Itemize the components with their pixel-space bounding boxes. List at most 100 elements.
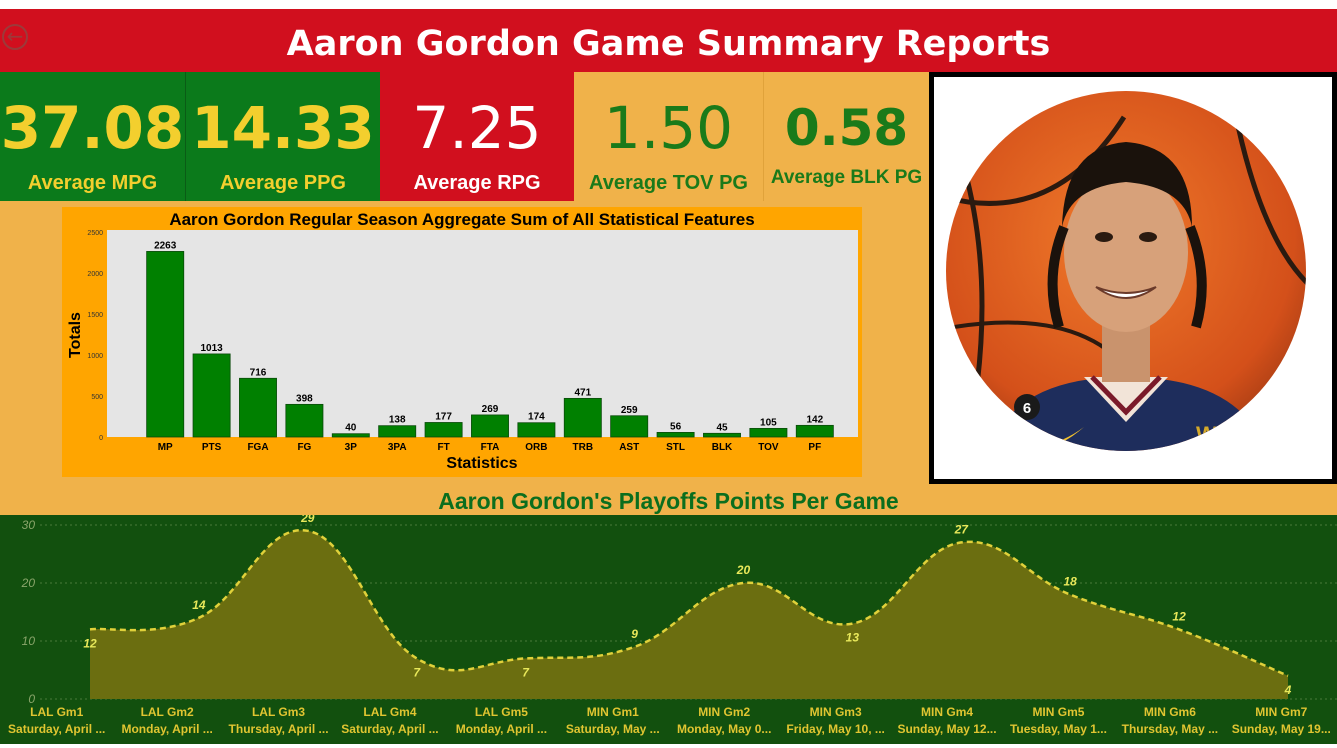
bar-chart[interactable]: Aaron Gordon Regular Season Aggregate Su… [62,207,862,477]
bar-fga[interactable] [239,377,277,438]
area-series-line[interactable] [89,529,1289,677]
area-data-label: 20 [736,563,751,577]
bar-trb[interactable] [563,397,602,438]
kpi-card-rpg: 7.25 Average RPG [380,72,574,201]
area-data-label: 4 [1284,683,1292,697]
bar-blk[interactable] [703,432,741,438]
area-ytick-label: 20 [21,576,36,590]
kpi-card-tov: 1.50 Average TOV PG [574,72,764,201]
area-date-label: Tuesday, May 1... [1010,722,1107,736]
bar-category-label: BLK [712,442,733,453]
bar-data-label: 105 [760,417,777,428]
area-ytick-label: 30 [22,518,36,532]
player-photo-frame: 6 WL [929,72,1337,484]
bar-ast[interactable] [610,415,649,438]
area-chart[interactable]: 0 10 20 30 12 14 29 7 7 9 20 13 27 18 12 4 LAL Gm1 Satu… [0,511,1337,744]
area-category-label: LAL Gm2 [141,705,194,719]
bar-data-label: 45 [716,422,728,433]
bar-category-label: 3PA [388,442,407,453]
jersey-number: 6 [1023,400,1031,417]
area-date-label: Sunday, May 12... [897,722,996,736]
area-date-label: Thursday, April ... [229,722,329,736]
area-date-label: Sunday, May 19... [1232,722,1331,736]
bar-fta[interactable] [471,414,509,438]
bar-data-label: 142 [806,414,823,425]
kpi-card-mpg: 37.08 Average MPG [0,72,186,201]
area-data-label: 9 [631,627,638,641]
bar-category-label: 3P [345,442,358,453]
area-data-label: 7 [522,665,530,679]
bar-category-label: FT [437,442,449,453]
kpi-tov-label: Average TOV PG [589,172,748,194]
bar-category-label: FTA [481,442,500,453]
bar-chart-xlabel: Statistics [446,455,517,472]
bar-data-label: 40 [345,423,357,434]
area-category-label: MIN Gm7 [1255,705,1307,719]
area-data-label: 12 [1172,609,1186,623]
bar-category-label: ORB [525,442,547,453]
kpi-blk-label: Average BLK PG [770,167,923,188]
area-category-label: LAL Gm1 [30,705,83,719]
kpi-blk-value: 0.58 [784,99,909,157]
area-data-label: 12 [83,636,97,650]
arrow-left-icon[interactable]: ← [2,24,28,50]
bar-ytick-label: 0 [99,435,103,442]
page-title: Aaron Gordon Game Summary Reports [286,24,1051,64]
area-date-label: Monday, May 0... [677,722,771,736]
area-data-label: 14 [192,598,206,612]
bar-category-label: PTS [202,442,222,453]
bar-data-label: 398 [296,393,313,404]
kpi-card-blk: 0.58 Average BLK PG [764,72,929,201]
bar-chart-ylabel: Totals [67,312,84,358]
kpi-ppg-value: 14.33 [191,94,375,162]
bar-stl[interactable] [656,432,695,438]
area-date-label: Saturday, April ... [341,722,438,736]
bar-3pa[interactable] [378,425,417,438]
bar-orb[interactable] [517,422,556,438]
kpi-rpg-label: Average RPG [413,172,541,194]
player-photo-svg: 6 WL [946,91,1306,451]
area-date-label: Saturday, May ... [566,722,660,736]
bar-data-label: 269 [482,404,499,415]
bar-chart-svg: Aaron Gordon Regular Season Aggregate Su… [67,210,858,472]
bar-category-label: AST [619,442,639,453]
area-data-label: 13 [846,631,860,645]
bar-category-label: PF [808,442,821,453]
top-strip [0,0,1337,9]
area-data-label: 27 [954,522,970,536]
area-data-label: 29 [300,515,315,525]
area-category-label: MIN Gm2 [698,705,750,719]
kpi-mpg-label: Average MPG [27,172,158,194]
area-date-label: Monday, April ... [456,722,547,736]
bar-ytick-label: 1000 [87,353,103,360]
bar-ft[interactable] [424,422,463,438]
bar-data-label: 174 [528,412,545,423]
kpi-rpg-value: 7.25 [412,94,542,162]
svg-text:WL: WL [1196,422,1230,447]
area-date-label: Thursday, May ... [1122,722,1218,736]
area-category-label: LAL Gm4 [363,705,416,719]
bar-pts[interactable] [192,353,231,438]
area-series-fill [90,530,1288,699]
area-chart-svg: 0 10 20 30 12 14 29 7 7 9 20 13 27 18 12 4 LAL Gm1 Satu… [8,511,1337,736]
bar-data-label: 716 [250,367,267,378]
bar-fg[interactable] [285,403,324,438]
area-category-label: LAL Gm5 [475,705,528,719]
bar-ytick-label: 2500 [87,230,103,237]
bar-category-label: FGA [247,442,268,453]
bar-3p[interactable] [331,433,370,438]
bar-data-label: 2263 [154,240,177,251]
player-face [1064,172,1188,332]
area-category-label: MIN Gm1 [587,705,639,719]
player-photo: 6 WL [934,77,1332,479]
bar-data-label: 471 [574,387,591,398]
area-ytick-label: 10 [22,634,36,648]
area-category-label: LAL Gm3 [252,705,305,719]
bar-data-label: 138 [389,415,406,426]
kpi-card-ppg: 14.33 Average PPG [186,72,380,201]
bar-tov[interactable] [749,427,788,438]
area-ytick-label: 0 [28,692,35,706]
bar-pf[interactable] [795,424,834,438]
kpi-tov-value: 1.50 [603,94,734,162]
bar-mp[interactable] [146,251,185,438]
